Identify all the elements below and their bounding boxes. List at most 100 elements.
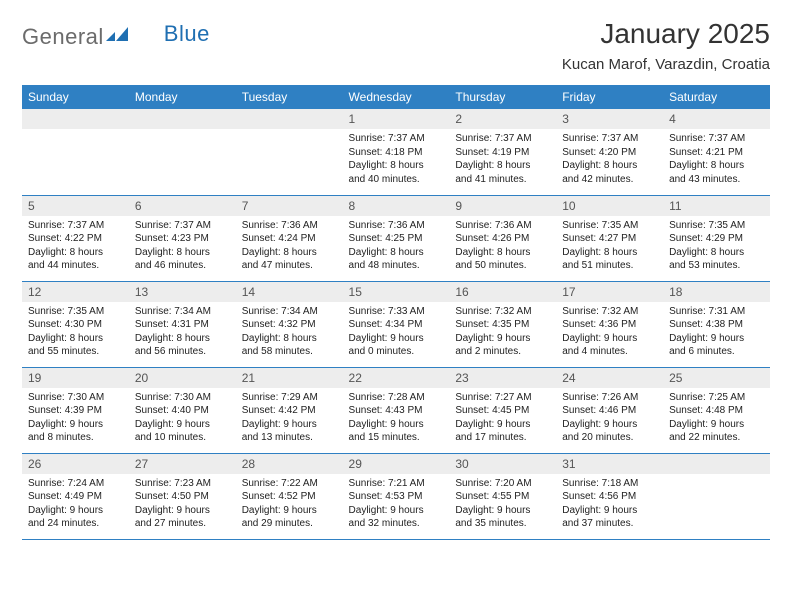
day-number-empty xyxy=(236,109,343,129)
day-details: Sunrise: 7:24 AMSunset: 4:49 PMDaylight:… xyxy=(22,474,129,537)
day-day1: Daylight: 9 hours xyxy=(669,418,764,432)
calendar-day-cell: 26Sunrise: 7:24 AMSunset: 4:49 PMDayligh… xyxy=(22,453,129,539)
day-day2: and 37 minutes. xyxy=(562,517,657,531)
day-day2: and 51 minutes. xyxy=(562,259,657,273)
day-number: 23 xyxy=(449,368,556,388)
day-day2: and 8 minutes. xyxy=(28,431,123,445)
day-sunrise: Sunrise: 7:32 AM xyxy=(562,305,657,319)
day-details: Sunrise: 7:32 AMSunset: 4:35 PMDaylight:… xyxy=(449,302,556,365)
day-sunset: Sunset: 4:56 PM xyxy=(562,490,657,504)
calendar-day-cell: 4Sunrise: 7:37 AMSunset: 4:21 PMDaylight… xyxy=(663,109,770,195)
day-number: 2 xyxy=(449,109,556,129)
day-sunset: Sunset: 4:45 PM xyxy=(455,404,550,418)
day-number: 8 xyxy=(343,196,450,216)
day-sunset: Sunset: 4:21 PM xyxy=(669,146,764,160)
day-sunset: Sunset: 4:53 PM xyxy=(349,490,444,504)
day-sunset: Sunset: 4:43 PM xyxy=(349,404,444,418)
day-number: 24 xyxy=(556,368,663,388)
day-sunset: Sunset: 4:36 PM xyxy=(562,318,657,332)
day-sunrise: Sunrise: 7:23 AM xyxy=(135,477,230,491)
calendar-week-row: 26Sunrise: 7:24 AMSunset: 4:49 PMDayligh… xyxy=(22,453,770,539)
day-day1: Daylight: 8 hours xyxy=(349,246,444,260)
day-day2: and 24 minutes. xyxy=(28,517,123,531)
day-sunrise: Sunrise: 7:37 AM xyxy=(455,132,550,146)
day-sunrise: Sunrise: 7:37 AM xyxy=(669,132,764,146)
day-sunrise: Sunrise: 7:32 AM xyxy=(455,305,550,319)
calendar-day-cell: 29Sunrise: 7:21 AMSunset: 4:53 PMDayligh… xyxy=(343,453,450,539)
calendar-day-cell: 9Sunrise: 7:36 AMSunset: 4:26 PMDaylight… xyxy=(449,195,556,281)
brand-mark-icon xyxy=(106,25,128,46)
day-day2: and 32 minutes. xyxy=(349,517,444,531)
day-number-empty xyxy=(129,109,236,129)
calendar-body: 1Sunrise: 7:37 AMSunset: 4:18 PMDaylight… xyxy=(22,109,770,539)
day-number: 13 xyxy=(129,282,236,302)
day-day2: and 15 minutes. xyxy=(349,431,444,445)
day-day1: Daylight: 9 hours xyxy=(455,504,550,518)
day-details: Sunrise: 7:37 AMSunset: 4:20 PMDaylight:… xyxy=(556,129,663,192)
weekday-header: Thursday xyxy=(449,85,556,109)
day-sunrise: Sunrise: 7:37 AM xyxy=(349,132,444,146)
day-sunrise: Sunrise: 7:27 AM xyxy=(455,391,550,405)
day-number: 12 xyxy=(22,282,129,302)
day-sunset: Sunset: 4:46 PM xyxy=(562,404,657,418)
day-number: 15 xyxy=(343,282,450,302)
day-sunrise: Sunrise: 7:29 AM xyxy=(242,391,337,405)
calendar-day-cell: 14Sunrise: 7:34 AMSunset: 4:32 PMDayligh… xyxy=(236,281,343,367)
day-day2: and 13 minutes. xyxy=(242,431,337,445)
calendar-day-cell xyxy=(236,109,343,195)
day-details: Sunrise: 7:36 AMSunset: 4:25 PMDaylight:… xyxy=(343,216,450,279)
calendar-day-cell xyxy=(129,109,236,195)
day-number: 22 xyxy=(343,368,450,388)
day-sunrise: Sunrise: 7:30 AM xyxy=(28,391,123,405)
day-details: Sunrise: 7:22 AMSunset: 4:52 PMDaylight:… xyxy=(236,474,343,537)
weekday-header: Tuesday xyxy=(236,85,343,109)
calendar-day-cell xyxy=(22,109,129,195)
day-day2: and 46 minutes. xyxy=(135,259,230,273)
day-sunset: Sunset: 4:23 PM xyxy=(135,232,230,246)
day-day2: and 2 minutes. xyxy=(455,345,550,359)
weekday-header: Sunday xyxy=(22,85,129,109)
day-sunset: Sunset: 4:32 PM xyxy=(242,318,337,332)
day-sunset: Sunset: 4:40 PM xyxy=(135,404,230,418)
day-sunset: Sunset: 4:38 PM xyxy=(669,318,764,332)
day-number-empty xyxy=(22,109,129,129)
day-sunrise: Sunrise: 7:37 AM xyxy=(562,132,657,146)
day-sunset: Sunset: 4:29 PM xyxy=(669,232,764,246)
day-day2: and 35 minutes. xyxy=(455,517,550,531)
day-number: 6 xyxy=(129,196,236,216)
day-details: Sunrise: 7:23 AMSunset: 4:50 PMDaylight:… xyxy=(129,474,236,537)
day-sunrise: Sunrise: 7:36 AM xyxy=(455,219,550,233)
day-day1: Daylight: 9 hours xyxy=(242,504,337,518)
day-sunset: Sunset: 4:26 PM xyxy=(455,232,550,246)
day-details: Sunrise: 7:29 AMSunset: 4:42 PMDaylight:… xyxy=(236,388,343,451)
day-sunrise: Sunrise: 7:26 AM xyxy=(562,391,657,405)
day-sunset: Sunset: 4:49 PM xyxy=(28,490,123,504)
day-day2: and 6 minutes. xyxy=(669,345,764,359)
day-details: Sunrise: 7:36 AMSunset: 4:26 PMDaylight:… xyxy=(449,216,556,279)
day-details: Sunrise: 7:26 AMSunset: 4:46 PMDaylight:… xyxy=(556,388,663,451)
day-day2: and 47 minutes. xyxy=(242,259,337,273)
day-day2: and 20 minutes. xyxy=(562,431,657,445)
day-number: 29 xyxy=(343,454,450,474)
day-day2: and 0 minutes. xyxy=(349,345,444,359)
calendar-day-cell: 22Sunrise: 7:28 AMSunset: 4:43 PMDayligh… xyxy=(343,367,450,453)
day-sunrise: Sunrise: 7:25 AM xyxy=(669,391,764,405)
day-details: Sunrise: 7:36 AMSunset: 4:24 PMDaylight:… xyxy=(236,216,343,279)
calendar-day-cell: 17Sunrise: 7:32 AMSunset: 4:36 PMDayligh… xyxy=(556,281,663,367)
day-number: 1 xyxy=(343,109,450,129)
calendar-day-cell: 21Sunrise: 7:29 AMSunset: 4:42 PMDayligh… xyxy=(236,367,343,453)
day-details: Sunrise: 7:37 AMSunset: 4:22 PMDaylight:… xyxy=(22,216,129,279)
day-sunrise: Sunrise: 7:34 AM xyxy=(242,305,337,319)
day-sunset: Sunset: 4:24 PM xyxy=(242,232,337,246)
day-number-empty xyxy=(663,454,770,474)
day-day2: and 48 minutes. xyxy=(349,259,444,273)
day-day2: and 42 minutes. xyxy=(562,173,657,187)
day-sunset: Sunset: 4:30 PM xyxy=(28,318,123,332)
day-day1: Daylight: 9 hours xyxy=(562,504,657,518)
day-sunrise: Sunrise: 7:31 AM xyxy=(669,305,764,319)
day-details: Sunrise: 7:30 AMSunset: 4:40 PMDaylight:… xyxy=(129,388,236,451)
day-number: 16 xyxy=(449,282,556,302)
day-day1: Daylight: 8 hours xyxy=(455,246,550,260)
calendar-week-row: 1Sunrise: 7:37 AMSunset: 4:18 PMDaylight… xyxy=(22,109,770,195)
day-sunrise: Sunrise: 7:18 AM xyxy=(562,477,657,491)
